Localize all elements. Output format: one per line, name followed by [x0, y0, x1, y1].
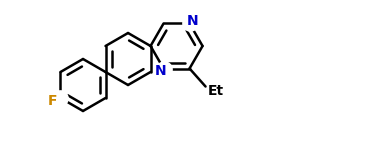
- Text: Et: Et: [207, 84, 224, 97]
- Text: N: N: [187, 14, 198, 28]
- Text: F: F: [48, 94, 57, 108]
- Text: N: N: [155, 64, 166, 78]
